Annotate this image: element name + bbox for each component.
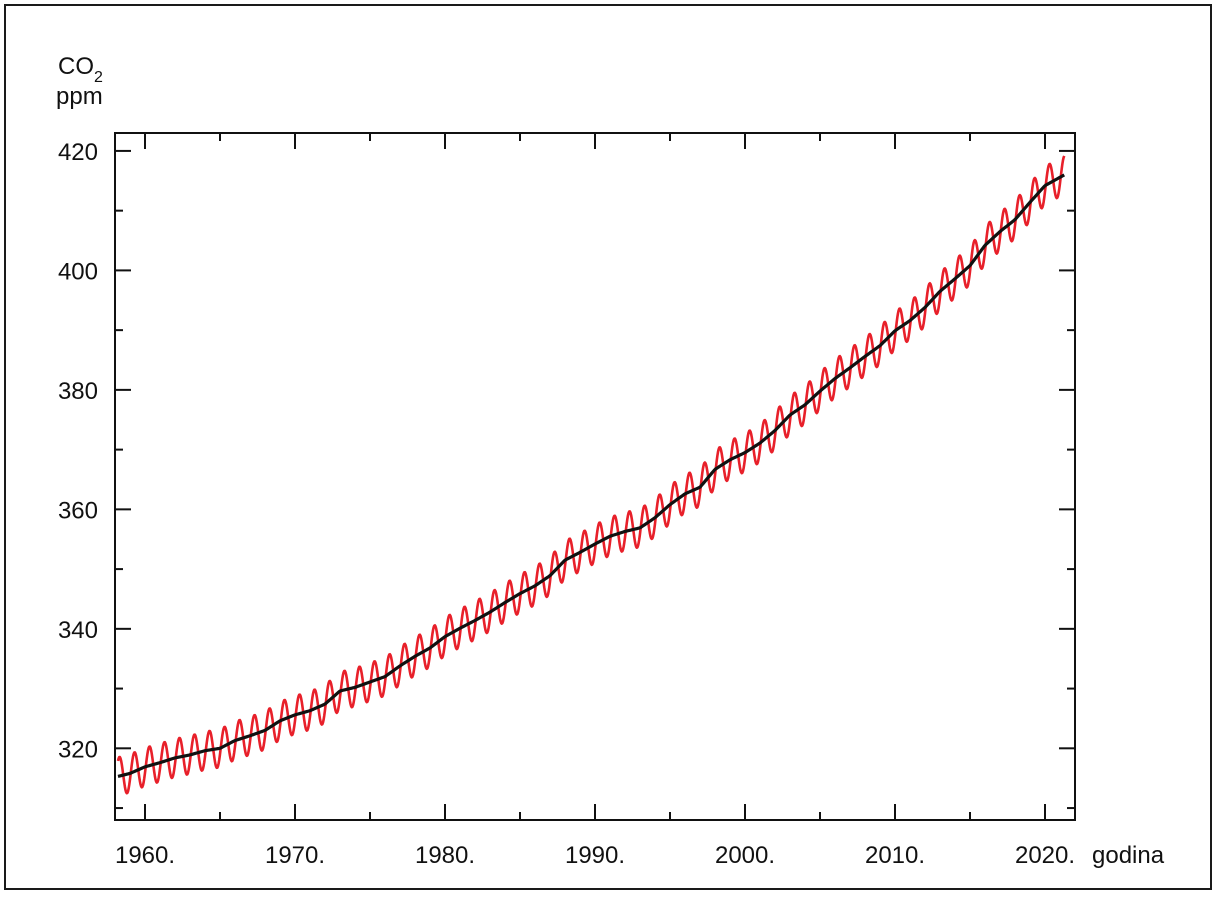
trend-series-line	[117, 173, 1066, 778]
y-tick-label: 400	[58, 258, 98, 285]
y-tick-label: 420	[58, 139, 98, 166]
series-layer	[116, 155, 1066, 795]
x-tick-label: 2010.	[865, 842, 925, 869]
x-tick-label: 1980.	[415, 842, 475, 869]
y-axis-unit-label: CO2 ppm	[56, 53, 103, 110]
y-tick-label: 380	[58, 378, 98, 405]
x-tick-label: 1970.	[265, 842, 325, 869]
monthly-series-line	[116, 155, 1066, 795]
x-tick-label: 2000.	[715, 842, 775, 869]
x-axis-title: godina	[1092, 842, 1165, 869]
y-tick-label: 340	[58, 617, 98, 644]
figure-frame	[4, 4, 1212, 890]
y-tick-label: 320	[58, 736, 98, 763]
x-tick-label: 1960.	[115, 842, 175, 869]
y-axis-quantity: CO2	[58, 53, 103, 86]
y-axis-unit: ppm	[56, 83, 103, 110]
x-tick-label: 2020.	[1015, 842, 1075, 869]
plot-area-border	[114, 132, 1076, 821]
x-tick-label: 1990.	[565, 842, 625, 869]
y-tick-label: 360	[58, 497, 98, 524]
axes-layer: 1960. 1970. 1980. 1990. 2000. 2010. 2020. 320 34…	[58, 132, 1076, 869]
